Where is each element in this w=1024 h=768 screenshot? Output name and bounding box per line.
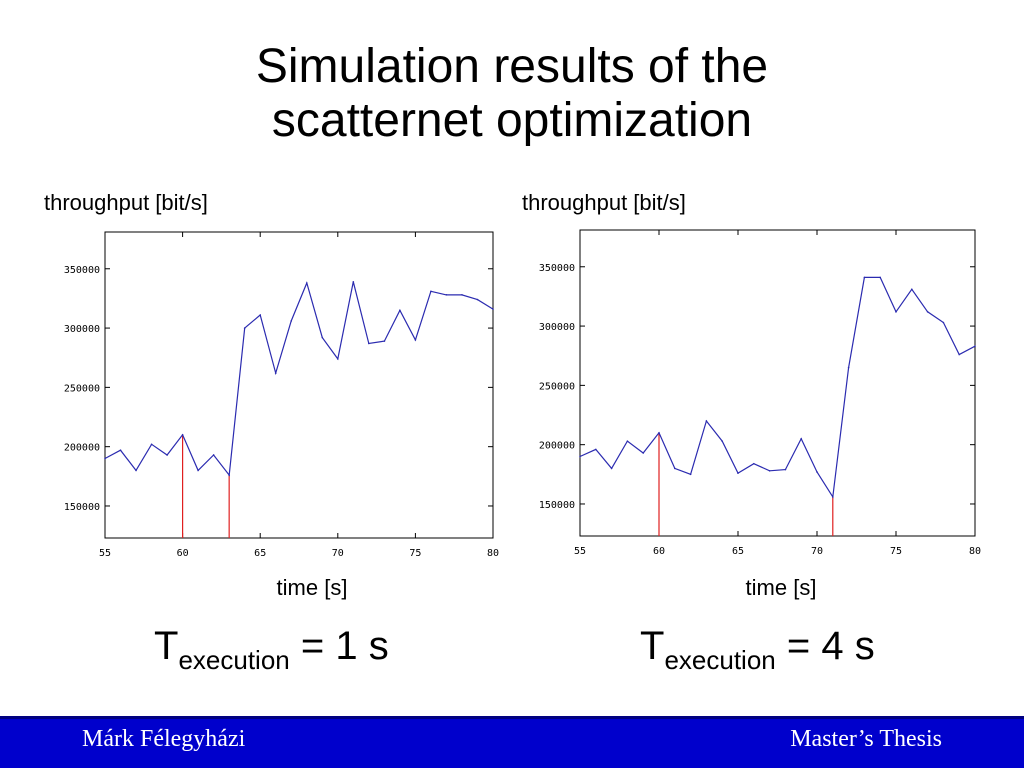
y-tick-label: 200000 — [539, 441, 575, 452]
data-point — [847, 366, 850, 369]
data-point — [942, 321, 945, 324]
data-point — [150, 443, 153, 446]
data-point — [626, 440, 629, 442]
left-execution-time: Texecution = 1 s — [154, 624, 389, 676]
data-point — [243, 327, 246, 329]
x-tick-label: 75 — [409, 548, 421, 559]
y-tick-label: 150000 — [64, 502, 100, 513]
data-point — [595, 448, 597, 451]
data-point — [911, 288, 913, 291]
data-point — [689, 473, 692, 476]
data-point — [492, 308, 494, 310]
data-point — [753, 462, 755, 465]
x-tick-label: 75 — [890, 546, 902, 557]
data-point — [445, 294, 448, 296]
left-formula-subscript: execution — [178, 645, 290, 675]
data-point — [212, 454, 215, 456]
left-throughput-chart: 150000 200000 250000 300000 350000 55 60 65 70 75… — [64, 231, 499, 559]
right-formula-subscript: execution — [664, 645, 776, 675]
data-point — [974, 345, 976, 348]
data-point — [721, 440, 723, 442]
data-point — [274, 372, 277, 374]
x-tick-label: 65 — [732, 546, 744, 557]
data-point — [414, 339, 417, 341]
data-point — [337, 358, 339, 360]
y-tick-label: 200000 — [64, 443, 100, 454]
data-point — [895, 311, 897, 313]
data-point — [768, 469, 771, 472]
throughput-series-line — [579, 276, 976, 499]
data-point — [166, 454, 168, 456]
data-point — [305, 282, 308, 284]
data-point — [705, 420, 708, 422]
data-point — [832, 496, 834, 498]
data-point — [197, 469, 199, 472]
data-point — [926, 311, 929, 313]
data-point — [399, 309, 401, 312]
data-point — [119, 449, 122, 452]
y-tick-label: 350000 — [64, 265, 100, 276]
data-point — [784, 468, 787, 471]
data-point — [863, 276, 866, 279]
y-tick-label: 250000 — [64, 383, 100, 394]
left-y-axis-label: throughput [bit/s] — [44, 190, 208, 215]
data-point — [579, 455, 581, 458]
data-point — [658, 432, 660, 434]
y-tick-label: 250000 — [539, 381, 575, 392]
data-point — [642, 452, 644, 454]
x-tick-label: 70 — [811, 546, 823, 557]
left-x-axis-label: time [s] — [276, 575, 348, 600]
data-point — [104, 457, 106, 460]
y-tick-label: 150000 — [539, 500, 575, 511]
left-formula-value: = 1 s — [289, 624, 389, 668]
data-point — [461, 294, 463, 296]
plot-frame — [579, 229, 976, 537]
data-point — [321, 336, 324, 339]
data-point — [290, 320, 293, 322]
data-point — [383, 340, 386, 342]
x-tick-label: 60 — [653, 546, 665, 557]
data-point — [259, 314, 262, 316]
footer-divider — [0, 716, 1024, 719]
right-throughput-chart: 150000 200000 250000 300000 350000 55 60 65 70 75… — [539, 229, 981, 557]
throughput-series-line — [104, 281, 494, 477]
y-tick-label: 350000 — [539, 263, 575, 274]
title-line-2: scatternet optimization — [271, 94, 753, 147]
data-point — [800, 437, 802, 440]
right-formula-t: T — [640, 624, 665, 668]
data-point — [879, 276, 881, 279]
right-y-axis-label: throughput [bit/s] — [522, 190, 686, 215]
title-line-1: Simulation results of the — [255, 40, 769, 93]
data-point — [610, 467, 613, 470]
data-point — [430, 290, 432, 293]
data-point — [737, 472, 739, 474]
left-formula-t: T — [154, 624, 179, 668]
x-tick-label: 80 — [969, 546, 981, 557]
data-point — [352, 281, 355, 283]
x-tick-label: 70 — [332, 548, 344, 559]
slide-title: Simulation results of the scatternet opt… — [0, 40, 1024, 148]
x-tick-label: 55 — [574, 546, 586, 557]
data-point — [228, 474, 230, 476]
data-point — [816, 471, 818, 473]
data-point — [368, 342, 370, 345]
footer-author: Márk Félegyházi — [82, 726, 246, 752]
data-point — [135, 469, 137, 472]
y-tick-label: 300000 — [539, 322, 575, 333]
x-tick-label: 80 — [487, 548, 499, 559]
x-tick-label: 60 — [177, 548, 189, 559]
data-point — [958, 353, 960, 356]
footer-bar: Márk Félegyházi Master’s Thesis — [0, 716, 1024, 768]
x-tick-label: 65 — [254, 548, 266, 559]
right-formula-value: = 4 s — [775, 624, 875, 668]
x-tick-label: 55 — [99, 548, 111, 559]
right-x-axis-label: time [s] — [745, 575, 817, 600]
data-point — [674, 467, 676, 470]
plot-frame — [104, 231, 494, 539]
right-execution-time: Texecution = 4 s — [640, 624, 875, 676]
y-tick-label: 300000 — [64, 324, 100, 335]
data-point — [181, 434, 184, 436]
data-point — [476, 298, 479, 301]
footer-thesis: Master’s Thesis — [790, 726, 942, 752]
